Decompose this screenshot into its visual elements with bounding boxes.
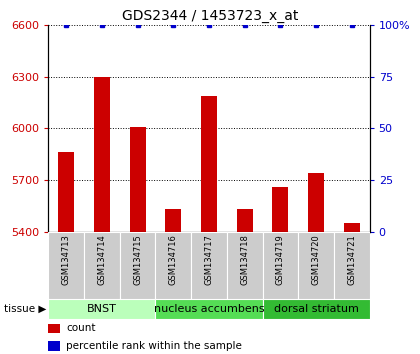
Text: nucleus accumbens: nucleus accumbens <box>154 304 264 314</box>
Bar <box>191 232 227 299</box>
Bar <box>94 76 110 232</box>
Text: tissue ▶: tissue ▶ <box>4 304 47 314</box>
Text: GSM134719: GSM134719 <box>276 234 285 285</box>
Bar <box>298 232 334 299</box>
Bar <box>120 232 155 299</box>
Text: GSM134716: GSM134716 <box>169 234 178 285</box>
Bar <box>129 127 146 232</box>
Text: GSM134717: GSM134717 <box>205 234 213 285</box>
Bar <box>48 232 84 299</box>
Bar <box>48 324 60 333</box>
Text: GSM134715: GSM134715 <box>133 234 142 285</box>
Bar <box>272 187 289 232</box>
Bar <box>334 232 370 299</box>
Text: GDS2344 / 1453723_x_at: GDS2344 / 1453723_x_at <box>122 9 298 23</box>
Bar <box>201 96 217 232</box>
Bar <box>84 232 120 299</box>
Bar <box>262 299 370 319</box>
Bar <box>165 210 181 232</box>
Bar <box>262 232 298 299</box>
Text: percentile rank within the sample: percentile rank within the sample <box>66 341 242 351</box>
Bar <box>58 153 74 232</box>
Bar <box>236 209 253 232</box>
Text: GSM134721: GSM134721 <box>347 234 356 285</box>
Text: GSM134713: GSM134713 <box>62 234 71 285</box>
Bar <box>344 223 360 232</box>
Text: count: count <box>66 323 95 333</box>
Text: GSM134720: GSM134720 <box>312 234 320 285</box>
Bar <box>155 232 191 299</box>
Bar <box>227 232 262 299</box>
Text: dorsal striatum: dorsal striatum <box>273 304 359 314</box>
Bar <box>308 173 324 232</box>
Text: BNST: BNST <box>87 304 117 314</box>
Text: GSM134718: GSM134718 <box>240 234 249 285</box>
Bar <box>155 299 262 319</box>
Text: GSM134714: GSM134714 <box>97 234 106 285</box>
Bar <box>48 299 155 319</box>
Bar <box>48 341 60 350</box>
